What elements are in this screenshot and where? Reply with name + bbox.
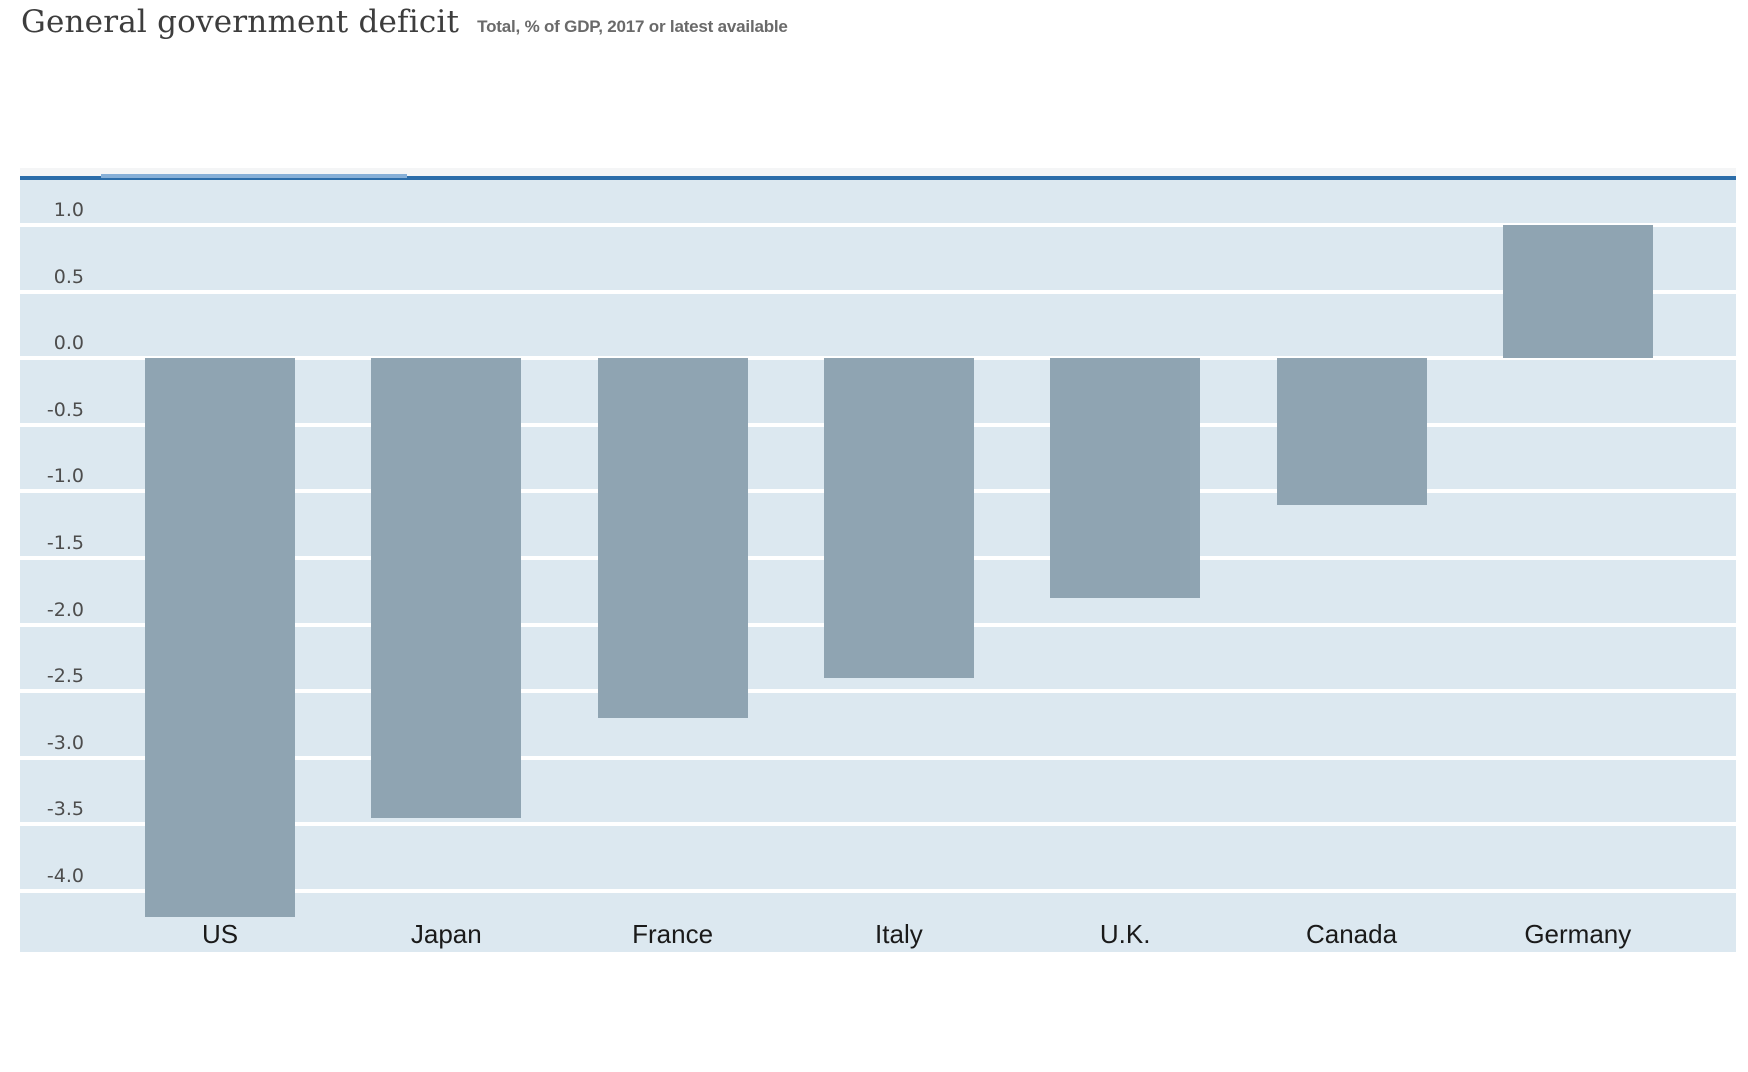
y-tick-label: 0.5	[53, 265, 84, 288]
x-category-label: U.K.	[1099, 919, 1151, 949]
y-tick-label: -3.0	[46, 731, 84, 754]
gridline	[20, 822, 1736, 827]
chart-top-strip	[20, 168, 1736, 176]
x-category-label: Germany	[1524, 919, 1632, 949]
y-tick-label: -4.0	[46, 864, 84, 887]
time-slider-thumb[interactable]	[101, 174, 407, 178]
bar-uk[interactable]	[1050, 358, 1201, 598]
plot-area: 1.0 0.5 0.0 -0.5 -1.0 -1.5 -2.0 -2.5 -3.0 -3.5 -4.…	[20, 180, 1736, 952]
y-tick-label: -1.0	[46, 465, 84, 488]
bar-germany[interactable]	[1502, 225, 1653, 359]
gridline	[20, 755, 1736, 760]
gridline	[20, 689, 1736, 694]
y-tick-label: -3.5	[46, 798, 84, 821]
y-tick-label: -0.5	[46, 398, 84, 421]
x-category-label: Italy	[875, 919, 923, 949]
bar-italy[interactable]	[823, 358, 974, 678]
gridline	[20, 888, 1736, 893]
bar-us[interactable]	[145, 358, 295, 918]
chart-top-axis-line	[20, 176, 1736, 180]
gridline	[20, 223, 1736, 228]
x-category-label: Canada	[1305, 919, 1398, 949]
bar-japan[interactable]	[371, 358, 522, 818]
x-category-label: France	[632, 919, 714, 949]
chart-header: General government deficit Total, % of G…	[21, 4, 788, 40]
gridline	[20, 289, 1736, 294]
y-tick-label: -2.0	[46, 598, 84, 621]
bar-france[interactable]	[597, 358, 748, 718]
bar-canada[interactable]	[1276, 358, 1427, 505]
y-tick-label: 0.0	[53, 332, 84, 355]
chart-title: General government deficit	[21, 4, 460, 40]
y-tick-label: -2.5	[46, 665, 84, 688]
x-category-label: US	[201, 919, 239, 949]
y-tick-label: 1.0	[53, 199, 84, 222]
x-category-label: Japan	[410, 919, 482, 949]
chart-subtitle: Total, % of GDP, 2017 or latest availabl…	[477, 17, 788, 36]
y-tick-label: -1.5	[46, 532, 84, 554]
